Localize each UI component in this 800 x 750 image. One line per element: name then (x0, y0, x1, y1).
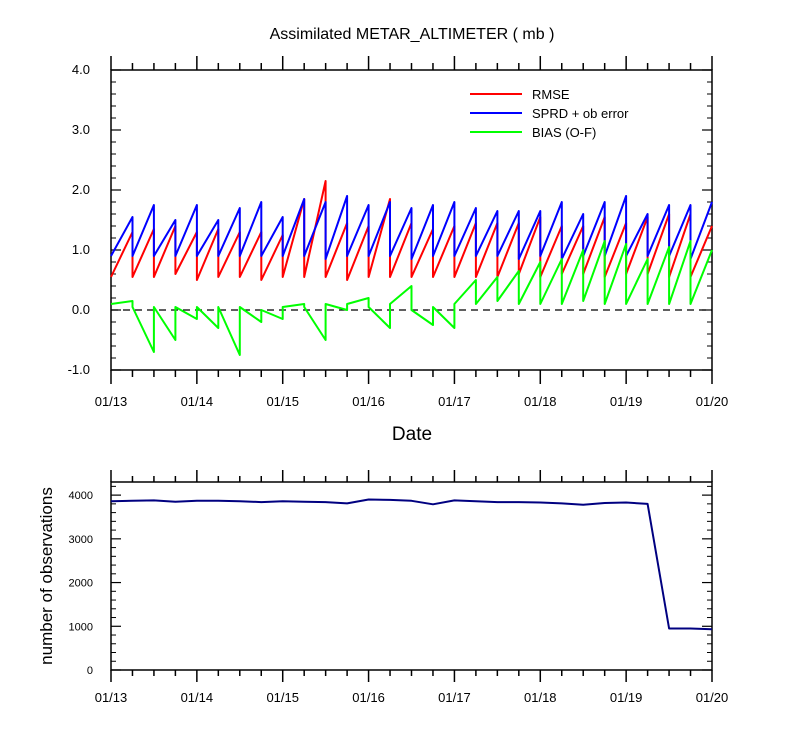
top-x-tick-label: 01/16 (352, 394, 385, 409)
top-x-tick-label: 01/19 (610, 394, 643, 409)
top-y-tick-label: 2.0 (72, 182, 90, 197)
bottom-x-tick-label: 01/14 (181, 690, 214, 705)
top-x-tick-label: 01/13 (95, 394, 128, 409)
top-x-tick-label: 01/17 (438, 394, 471, 409)
top-y-tick-label: 4.0 (72, 62, 90, 77)
top-y-tick-label: 0.0 (72, 302, 90, 317)
bottom-plot-frame (110, 481, 713, 671)
top-x-tick-label: 01/15 (266, 394, 299, 409)
series-line-bias-o-f (110, 240, 713, 356)
chart-title: Assimilated METAR_ALTIMETER ( mb ) (270, 26, 555, 43)
bottom-y-tick-label: 2000 (69, 578, 93, 590)
top-axis-ticks: 01/13 01/14 01/15 01/16 01/17 01/18 01/19 01/20… (68, 56, 729, 409)
x-axis-label: Date (392, 424, 432, 445)
top-y-tick-label: 1.0 (72, 242, 90, 257)
top-y-tick-label: 3.0 (72, 122, 90, 137)
bottom-x-tick-label: 01/13 (95, 690, 128, 705)
y-axis-label-observations: number of observations (37, 487, 56, 665)
top-x-tick-label: 01/20 (696, 394, 729, 409)
top-series-group (110, 180, 713, 356)
bottom-x-tick-label: 01/15 (266, 690, 299, 705)
bottom-x-tick-label: 01/20 (696, 690, 729, 705)
legend-label-bias: BIAS (O-F) (532, 125, 596, 140)
bottom-x-tick-label: 01/18 (524, 690, 557, 705)
legend: RMSE SPRD + ob error BIAS (O-F) (470, 87, 629, 140)
bottom-x-tick-label: 01/16 (352, 690, 385, 705)
bottom-x-tick-label: 01/19 (610, 690, 643, 705)
bottom-y-tick-label: 3000 (69, 534, 93, 546)
bottom-y-tick-label: 4000 (69, 490, 93, 502)
series-line-sprd-ob-error (110, 195, 713, 260)
series-line-observations (110, 498, 713, 631)
bottom-axis-ticks: 01/13 01/14 01/15 01/16 01/17 01/18 01/19 01/20… (69, 470, 729, 705)
legend-label-sprd: SPRD + ob error (532, 106, 629, 121)
legend-label-rmse: RMSE (532, 87, 570, 102)
bottom-series-group (110, 498, 713, 631)
top-x-tick-label: 01/18 (524, 394, 557, 409)
bottom-x-tick-label: 01/17 (438, 690, 471, 705)
bottom-y-tick-label: 0 (87, 665, 93, 677)
bottom-y-tick-label: 1000 (69, 621, 93, 633)
top-x-tick-label: 01/14 (181, 394, 214, 409)
top-y-tick-label: -1.0 (68, 362, 90, 377)
